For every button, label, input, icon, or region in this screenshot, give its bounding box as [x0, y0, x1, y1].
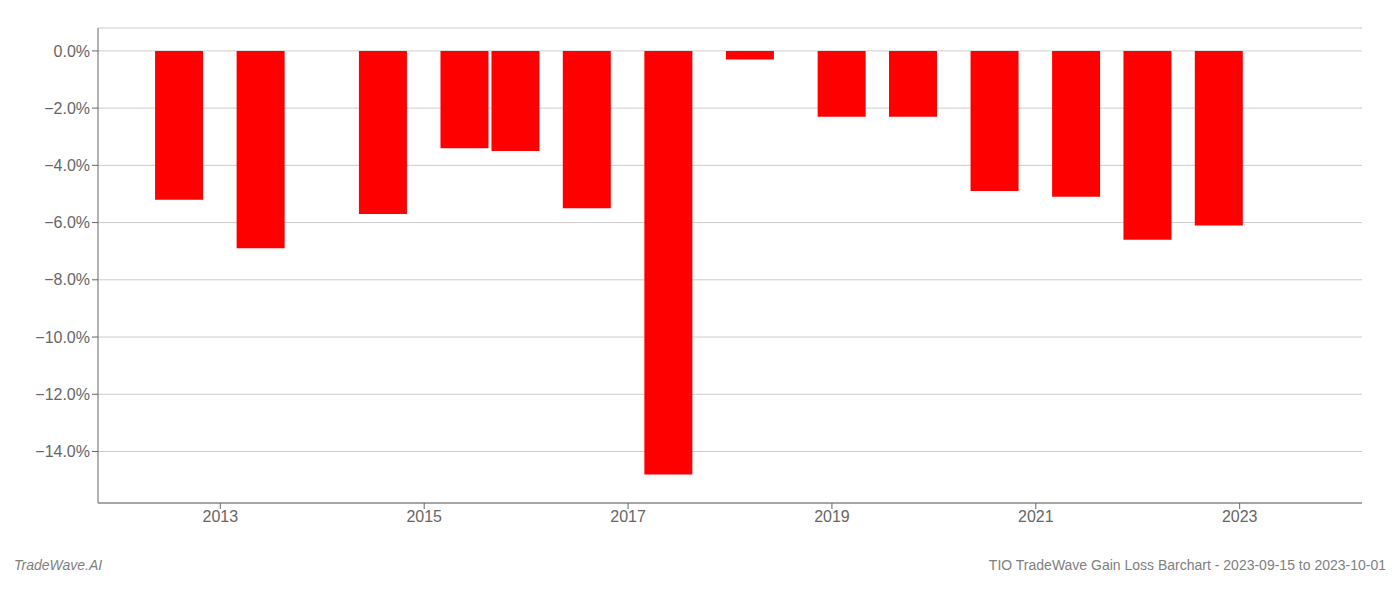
svg-text:−2.0%: −2.0%: [44, 100, 90, 117]
svg-text:2021: 2021: [1018, 508, 1054, 525]
svg-text:−14.0%: −14.0%: [35, 443, 90, 460]
svg-text:2015: 2015: [406, 508, 442, 525]
html-text:TradeWave.AI: TradeWave.AI: [14, 557, 103, 573]
svg-text:−4.0%: −4.0%: [44, 157, 90, 174]
svg-text:−10.0%: −10.0%: [35, 329, 90, 346]
svg-text:−12.0%: −12.0%: [35, 386, 90, 403]
svg-text:0.0%: 0.0%: [54, 43, 90, 60]
html-text:TIO TradeWave Gain Loss Barcha: TIO TradeWave Gain Loss Barchart - 2023-…: [988, 557, 1386, 573]
svg-text:2013: 2013: [203, 508, 239, 525]
svg-text:2019: 2019: [814, 508, 850, 525]
svg-text:2017: 2017: [610, 508, 646, 525]
svg-text:−8.0%: −8.0%: [44, 271, 90, 288]
svg-text:−6.0%: −6.0%: [44, 214, 90, 231]
svg-text:2023: 2023: [1222, 508, 1258, 525]
